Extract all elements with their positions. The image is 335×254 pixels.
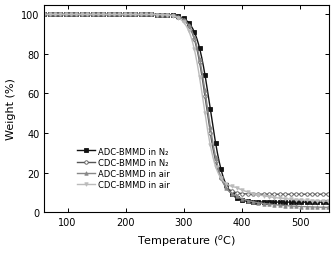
ADC-BMMD in air (42, 14, 46, 17)
ADC-BMMD in air (215, 164, 219, 167)
Line: CDC-BMMD in air: CDC-BMMD in air (43, 14, 331, 203)
CDC-BMMD in air (327, 200, 331, 203)
CDC-BMMD in N₂ (208, 129, 212, 132)
Line: CDC-BMMD in N₂: CDC-BMMD in N₂ (43, 14, 331, 196)
X-axis label: Temperature ($^{o}$C): Temperature ($^{o}$C) (137, 232, 236, 248)
CDC-BMMD in N₂ (60, 14, 64, 17)
ADC-BMMD in N₂ (259, 201, 263, 204)
CDC-BMMD in air (288, 198, 292, 201)
ADC-BMMD in air (60, 14, 64, 17)
ADC-BMMD in air (224, 186, 228, 189)
ADC-BMMD in air (259, 202, 263, 205)
CDC-BMMD in air (42, 14, 46, 17)
Line: ADC-BMMD in N₂: ADC-BMMD in N₂ (43, 14, 331, 204)
CDC-BMMD in air (60, 14, 64, 17)
Y-axis label: Weight (%): Weight (%) (6, 78, 15, 140)
CDC-BMMD in N₂ (215, 167, 219, 170)
ADC-BMMD in N₂ (288, 201, 292, 204)
ADC-BMMD in N₂ (60, 14, 64, 17)
CDC-BMMD in N₂ (224, 185, 228, 188)
ADC-BMMD in air (208, 123, 212, 126)
CDC-BMMD in air (224, 182, 228, 185)
Legend: ADC-BMMD in N₂, CDC-BMMD in N₂, ADC-BMMD in air, CDC-BMMD in air: ADC-BMMD in N₂, CDC-BMMD in N₂, ADC-BMMD… (74, 145, 173, 192)
CDC-BMMD in air (259, 194, 263, 197)
ADC-BMMD in N₂ (215, 152, 219, 155)
CDC-BMMD in N₂ (288, 193, 292, 196)
ADC-BMMD in N₂ (327, 201, 331, 204)
ADC-BMMD in air (288, 205, 292, 208)
Line: ADC-BMMD in air: ADC-BMMD in air (43, 14, 331, 209)
ADC-BMMD in N₂ (42, 14, 46, 17)
CDC-BMMD in N₂ (327, 193, 331, 196)
CDC-BMMD in N₂ (259, 193, 263, 196)
ADC-BMMD in N₂ (208, 106, 212, 109)
CDC-BMMD in air (208, 142, 212, 145)
ADC-BMMD in N₂ (224, 183, 228, 186)
CDC-BMMD in air (215, 170, 219, 173)
ADC-BMMD in air (327, 206, 331, 209)
CDC-BMMD in N₂ (42, 14, 46, 17)
